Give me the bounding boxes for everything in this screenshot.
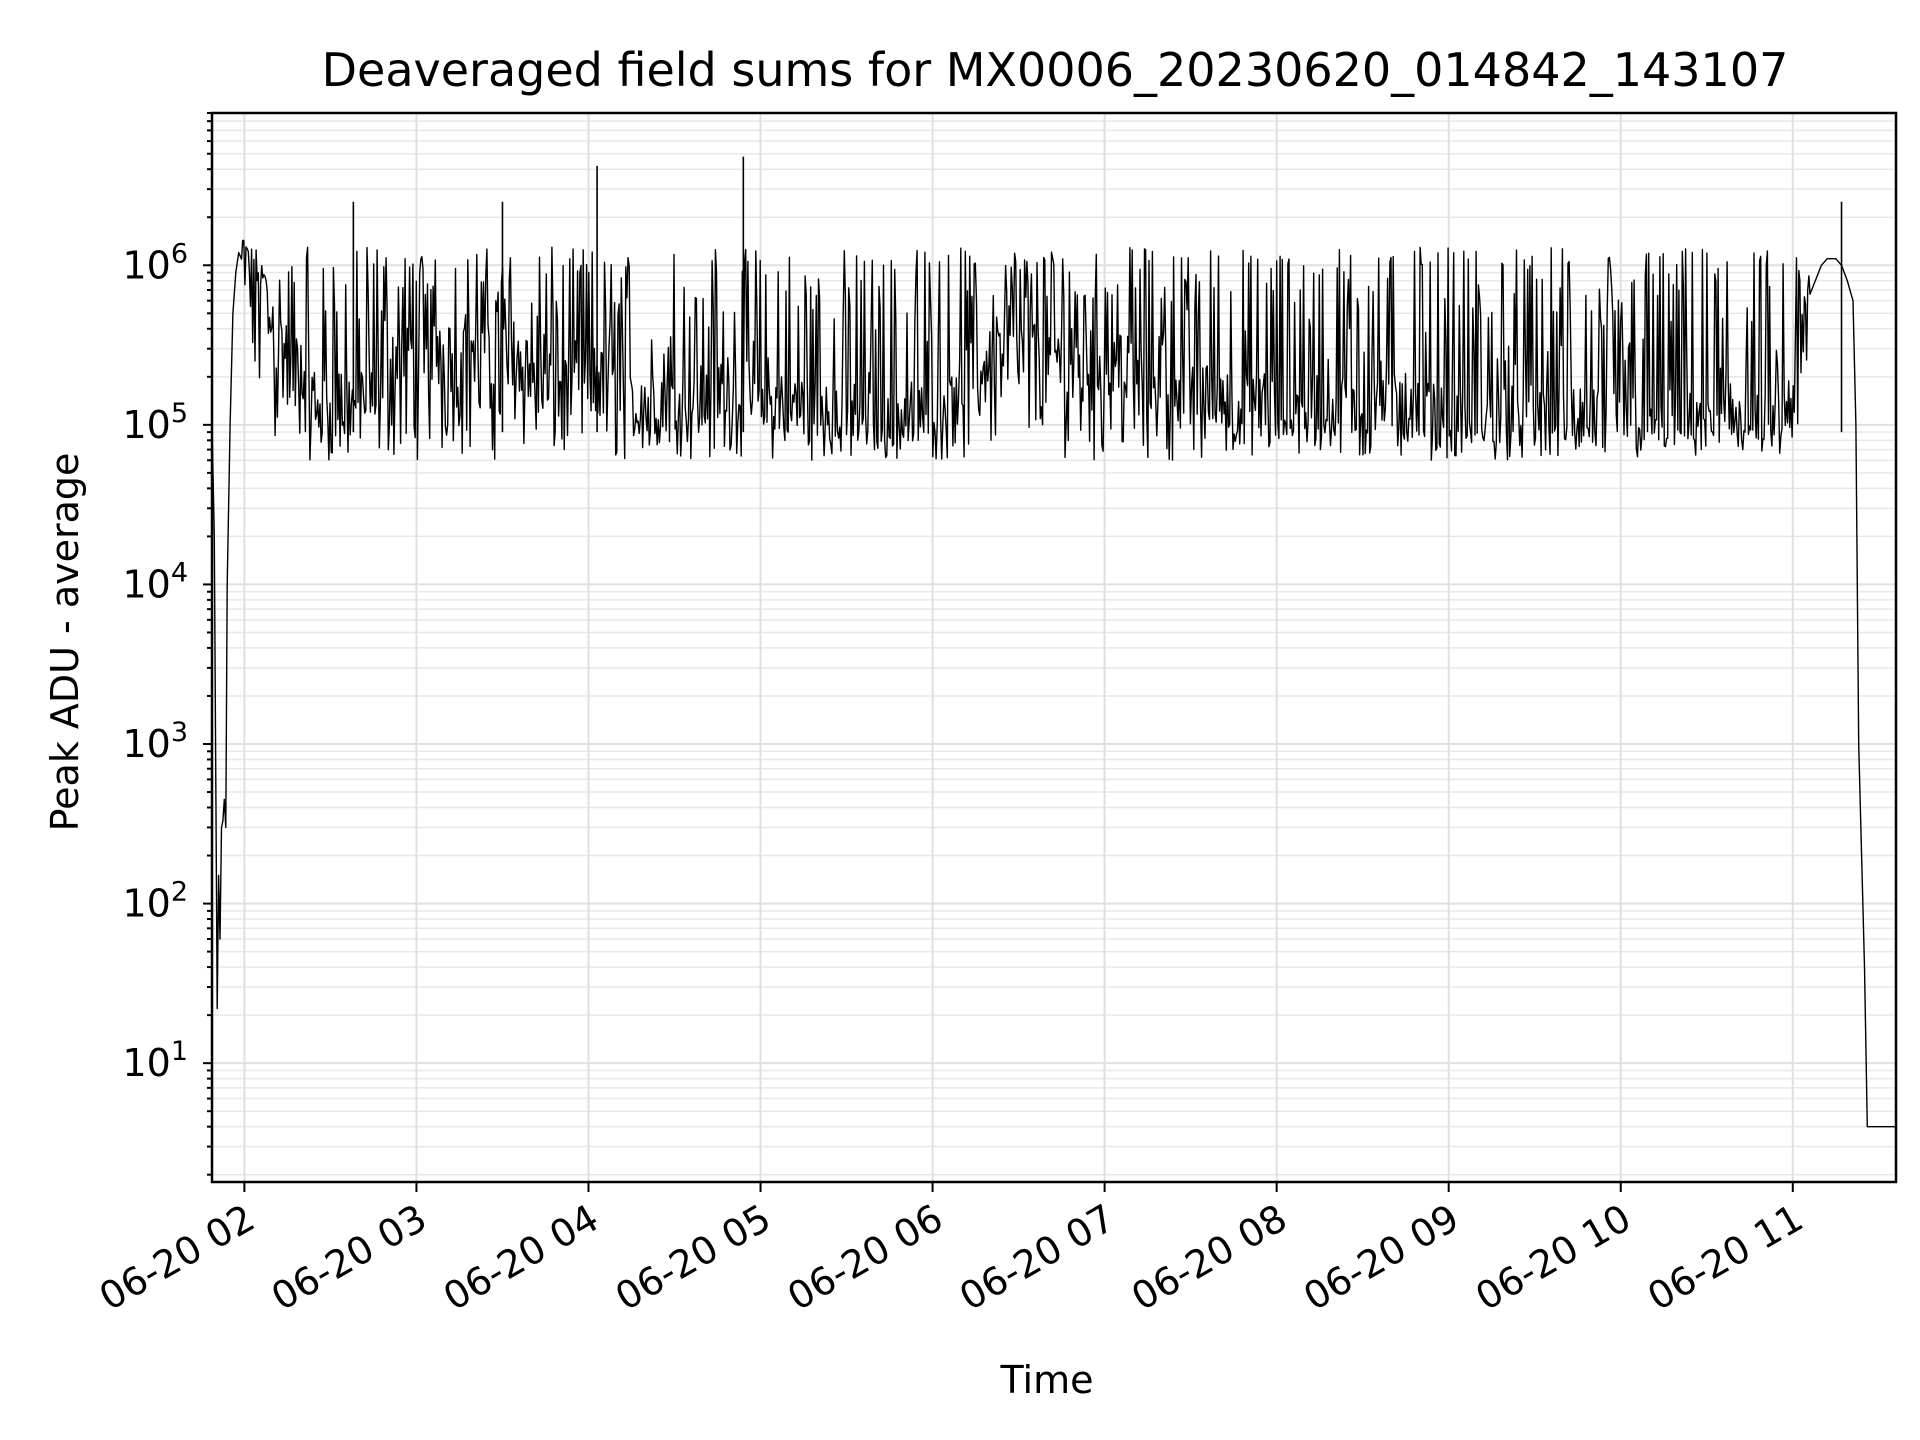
series-layer xyxy=(211,156,1896,1128)
series-line xyxy=(211,239,1896,1128)
grid xyxy=(212,112,1896,1182)
y-axis-label: Peak ADU - average xyxy=(43,453,87,832)
y-tick-label: 104 xyxy=(122,557,188,606)
y-tick-label: 103 xyxy=(122,717,188,766)
y-tick-label: 101 xyxy=(122,1036,188,1085)
y-tick-label: 105 xyxy=(122,398,188,447)
y-tick-label: 102 xyxy=(122,877,188,926)
x-axis-label: Time xyxy=(1000,1358,1094,1402)
y-tick-label: 106 xyxy=(122,238,188,287)
chart-title: Deaveraged field sums for MX0006_2023062… xyxy=(322,43,1789,97)
y-axis: 101 102 103 104 105 106 xyxy=(122,112,212,1176)
